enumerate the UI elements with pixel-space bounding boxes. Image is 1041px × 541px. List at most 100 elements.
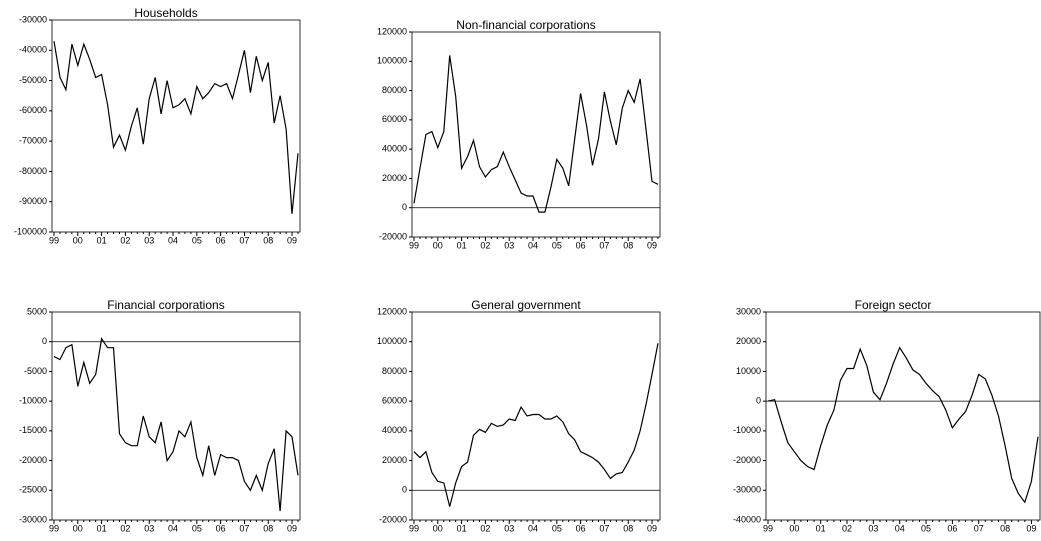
y-tick-label: 0 — [402, 485, 407, 495]
x-tick-label: 05 — [192, 235, 202, 245]
y-tick-label: 100000 — [377, 56, 407, 66]
y-tick-label: 60000 — [382, 114, 407, 124]
y-tick-label: 120000 — [377, 306, 407, 316]
chart-title: Households — [134, 6, 197, 20]
x-tick-label: 07 — [239, 235, 249, 245]
x-tick-label: 05 — [552, 240, 562, 250]
x-tick-label: 00 — [73, 235, 83, 245]
y-tick-label: -40000 — [733, 514, 761, 524]
y-tick-label: -20000 — [379, 231, 407, 241]
y-tick-label: -40000 — [19, 45, 47, 55]
x-tick-label: 99 — [49, 523, 59, 533]
plot-frame — [411, 311, 661, 521]
x-tick-label: 01 — [457, 523, 467, 533]
y-tick-label: -20000 — [379, 514, 407, 524]
plot-frame — [411, 31, 661, 238]
chart-title: Financial corporations — [107, 298, 224, 312]
x-tick-label: 09 — [647, 523, 657, 533]
y-tick-label: 0 — [756, 396, 761, 406]
series-line — [767, 346, 1039, 504]
x-tick-label: 02 — [120, 523, 130, 533]
x-tick-label: 08 — [623, 523, 633, 533]
x-tick-label: 02 — [120, 235, 130, 245]
y-tick-label: -5000 — [24, 366, 47, 376]
x-tick-label: 04 — [895, 523, 905, 533]
y-tick-label: 80000 — [382, 85, 407, 95]
y-tick-label: 0 — [402, 202, 407, 212]
x-tick-label: 09 — [1026, 523, 1036, 533]
series-line — [413, 55, 659, 213]
y-tick-label: -30000 — [733, 485, 761, 495]
y-tick-label: -90000 — [19, 196, 47, 206]
y-tick-label: 80000 — [382, 366, 407, 376]
x-tick-label: 09 — [287, 235, 297, 245]
y-tick-label: -30000 — [19, 514, 47, 524]
chart-title: Foreign sector — [855, 298, 932, 312]
x-tick-label: 99 — [409, 240, 419, 250]
x-tick-label: 04 — [168, 523, 178, 533]
x-tick-label: 02 — [842, 523, 852, 533]
y-tick-label: 5000 — [27, 306, 47, 316]
x-tick-label: 08 — [623, 240, 633, 250]
chart-title: Non-financial corporations — [456, 18, 595, 32]
x-tick-label: 07 — [599, 240, 609, 250]
x-tick-label: 04 — [168, 235, 178, 245]
y-tick-label: 20000 — [736, 336, 761, 346]
y-tick-label: 60000 — [382, 396, 407, 406]
x-tick-label: 03 — [144, 235, 154, 245]
x-tick-label: 02 — [480, 523, 490, 533]
y-tick-label: -100000 — [14, 226, 47, 236]
y-tick-label: -30000 — [19, 14, 47, 24]
x-tick-label: 05 — [921, 523, 931, 533]
x-tick-label: 01 — [457, 240, 467, 250]
x-tick-label: 03 — [504, 240, 514, 250]
y-tick-label: 30000 — [736, 306, 761, 316]
x-tick-label: 00 — [789, 523, 799, 533]
x-tick-label: 03 — [144, 523, 154, 533]
y-tick-label: -10000 — [733, 425, 761, 435]
y-tick-label: -80000 — [19, 166, 47, 176]
y-tick-label: -60000 — [19, 105, 47, 115]
x-tick-label: 01 — [97, 235, 107, 245]
x-tick-label: 99 — [763, 523, 773, 533]
y-tick-label: -25000 — [19, 485, 47, 495]
y-tick-label: 20000 — [382, 173, 407, 183]
x-tick-label: 09 — [647, 240, 657, 250]
x-tick-label: 06 — [216, 235, 226, 245]
y-tick-label: -15000 — [19, 425, 47, 435]
y-tick-label: 10000 — [736, 366, 761, 376]
x-tick-label: 00 — [73, 523, 83, 533]
y-tick-label: -50000 — [19, 75, 47, 85]
y-tick-label: 20000 — [382, 455, 407, 465]
x-tick-label: 99 — [409, 523, 419, 533]
x-tick-label: 08 — [263, 235, 273, 245]
plot-frame — [51, 19, 301, 233]
y-tick-label: 0 — [42, 336, 47, 346]
x-tick-label: 05 — [192, 523, 202, 533]
plot-frame — [765, 311, 1041, 521]
y-tick-label: 40000 — [382, 425, 407, 435]
x-tick-label: 07 — [239, 523, 249, 533]
x-tick-label: 01 — [816, 523, 826, 533]
x-tick-label: 04 — [528, 523, 538, 533]
series-line — [413, 343, 659, 507]
x-tick-label: 08 — [263, 523, 273, 533]
x-tick-label: 02 — [480, 240, 490, 250]
x-tick-label: 07 — [599, 523, 609, 533]
x-tick-label: 03 — [504, 523, 514, 533]
x-tick-label: 07 — [974, 523, 984, 533]
x-tick-label: 00 — [433, 523, 443, 533]
y-tick-label: -20000 — [733, 455, 761, 465]
series-line — [53, 41, 299, 214]
y-tick-label: -20000 — [19, 455, 47, 465]
x-tick-label: 06 — [947, 523, 957, 533]
y-tick-label: -70000 — [19, 136, 47, 146]
x-tick-label: 04 — [528, 240, 538, 250]
x-tick-label: 00 — [433, 240, 443, 250]
y-tick-label: 120000 — [377, 26, 407, 36]
x-tick-label: 08 — [1000, 523, 1010, 533]
x-tick-label: 99 — [49, 235, 59, 245]
y-tick-label: -10000 — [19, 396, 47, 406]
chart-title: General government — [471, 298, 581, 312]
plot-frame — [51, 311, 301, 521]
